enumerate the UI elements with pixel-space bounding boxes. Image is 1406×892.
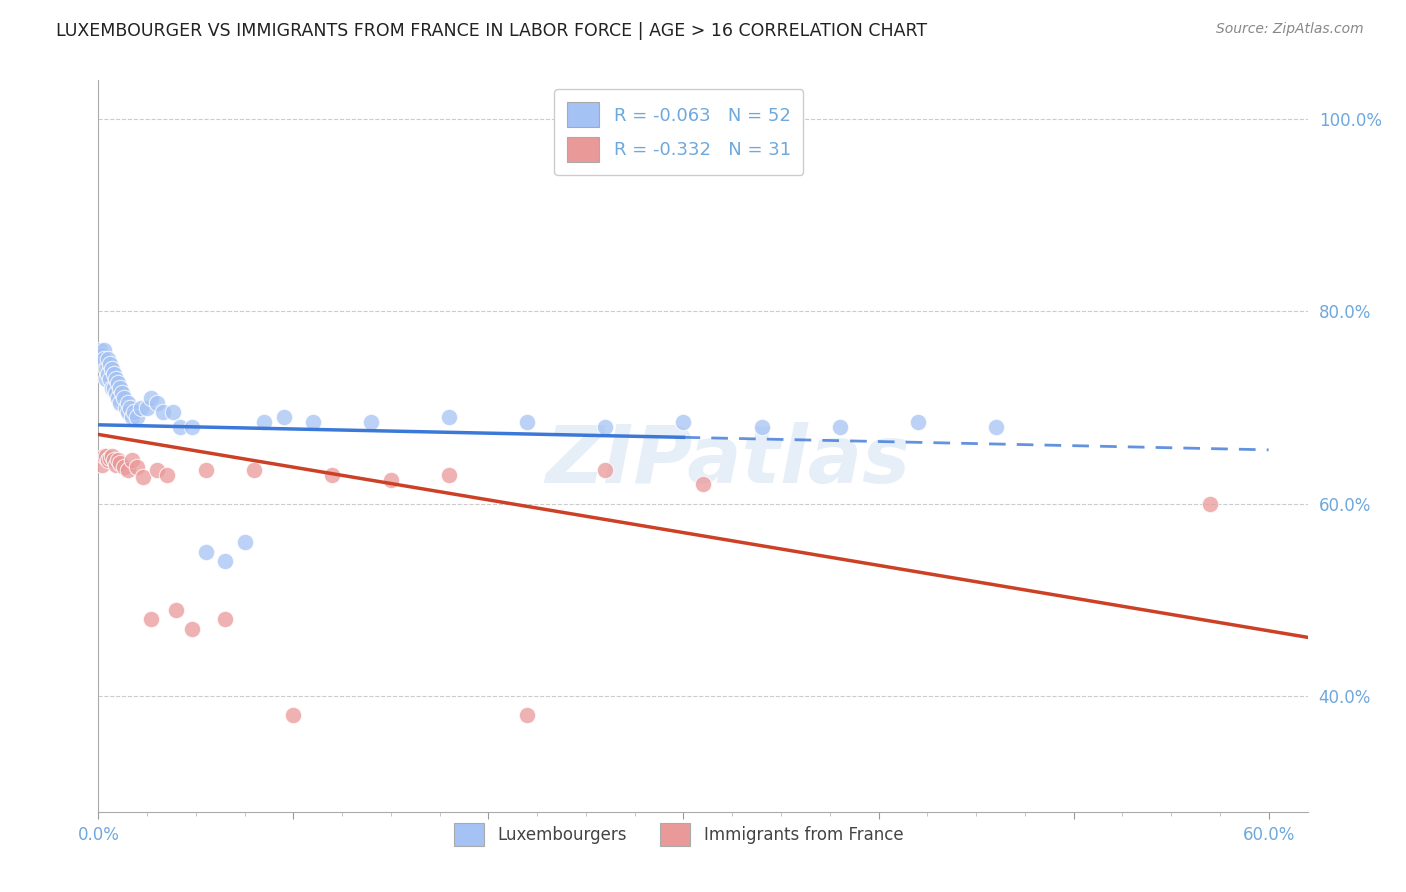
Point	[672, 415, 695, 429]
Text: ZIPatlas: ZIPatlas	[544, 422, 910, 500]
Point	[101, 381, 124, 395]
Point	[117, 395, 139, 409]
Point	[214, 612, 236, 626]
Point	[751, 419, 773, 434]
Point	[156, 467, 179, 482]
Text: Source: ZipAtlas.com: Source: ZipAtlas.com	[1216, 22, 1364, 37]
Point	[194, 463, 217, 477]
Point	[233, 535, 256, 549]
Point	[360, 415, 382, 429]
Point	[103, 381, 125, 395]
Point	[98, 450, 121, 465]
Point	[595, 463, 617, 477]
Point	[97, 453, 120, 467]
Point	[273, 410, 295, 425]
Point	[96, 371, 118, 385]
Point	[107, 453, 129, 467]
Point	[692, 477, 714, 491]
Point	[127, 410, 149, 425]
Point	[108, 456, 131, 470]
Point	[121, 453, 143, 467]
Point	[112, 391, 135, 405]
Point	[117, 463, 139, 477]
Point	[152, 405, 174, 419]
Point	[104, 458, 127, 473]
Point	[984, 419, 1007, 434]
Point	[104, 386, 127, 401]
Point	[516, 708, 538, 723]
Point	[828, 419, 851, 434]
Point	[595, 419, 617, 434]
Point	[439, 410, 461, 425]
Point	[91, 458, 114, 473]
Point	[103, 367, 125, 381]
Point	[214, 554, 236, 568]
Point	[139, 391, 162, 405]
Point	[162, 405, 184, 419]
Point	[96, 449, 118, 463]
Point	[194, 545, 217, 559]
Point	[101, 449, 124, 463]
Point	[97, 367, 120, 381]
Point	[132, 470, 155, 484]
Point	[516, 415, 538, 429]
Point	[146, 395, 169, 409]
Point	[127, 460, 149, 475]
Legend: Luxembourgers, Immigrants from France: Luxembourgers, Immigrants from France	[446, 814, 911, 855]
Point	[107, 391, 129, 405]
Point	[111, 386, 134, 401]
Point	[243, 463, 266, 477]
Point	[118, 401, 141, 415]
Point	[103, 453, 125, 467]
Text: LUXEMBOURGER VS IMMIGRANTS FROM FRANCE IN LABOR FORCE | AGE > 16 CORRELATION CHA: LUXEMBOURGER VS IMMIGRANTS FROM FRANCE I…	[56, 22, 928, 40]
Point	[91, 347, 114, 362]
Point	[108, 395, 131, 409]
Point	[108, 381, 131, 395]
Point	[93, 343, 115, 357]
Point	[93, 449, 115, 463]
Point	[165, 602, 187, 616]
Point	[302, 415, 325, 429]
Point	[89, 343, 111, 357]
Point	[112, 460, 135, 475]
Point	[253, 415, 276, 429]
Point	[107, 376, 129, 391]
Point	[117, 405, 139, 419]
Point	[181, 419, 204, 434]
Point	[283, 708, 305, 723]
Point	[136, 401, 159, 415]
Point	[181, 622, 204, 636]
Point	[122, 405, 145, 419]
Point	[101, 362, 124, 376]
Point	[93, 352, 115, 367]
Point	[114, 401, 136, 415]
Point	[169, 419, 191, 434]
Point	[321, 467, 343, 482]
Point	[121, 410, 143, 425]
Point	[907, 415, 929, 429]
Point	[104, 371, 127, 385]
Point	[96, 362, 118, 376]
Point	[146, 463, 169, 477]
Point	[98, 371, 121, 385]
Point	[97, 352, 120, 367]
Point	[439, 467, 461, 482]
Point	[1199, 497, 1222, 511]
Point	[98, 357, 121, 371]
Point	[131, 401, 153, 415]
Point	[380, 473, 402, 487]
Point	[139, 612, 162, 626]
